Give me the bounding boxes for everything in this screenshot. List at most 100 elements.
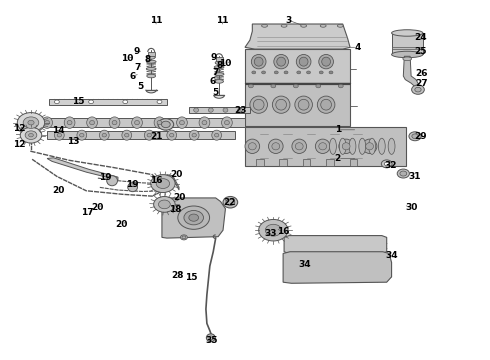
Ellipse shape [272, 143, 280, 150]
Ellipse shape [359, 138, 366, 154]
Ellipse shape [45, 121, 49, 125]
Text: 11: 11 [150, 16, 162, 25]
Ellipse shape [248, 84, 253, 88]
Text: 6: 6 [210, 77, 216, 86]
Ellipse shape [224, 121, 229, 125]
Ellipse shape [180, 235, 187, 240]
Ellipse shape [295, 143, 303, 150]
Ellipse shape [215, 80, 223, 83]
Ellipse shape [316, 139, 330, 153]
Ellipse shape [57, 134, 62, 137]
Ellipse shape [226, 199, 235, 206]
Text: 33: 33 [264, 229, 277, 238]
Ellipse shape [128, 183, 138, 192]
Ellipse shape [147, 74, 156, 78]
Ellipse shape [319, 71, 323, 74]
Text: 32: 32 [384, 161, 397, 170]
Ellipse shape [135, 121, 140, 125]
Ellipse shape [248, 143, 256, 150]
Ellipse shape [87, 117, 98, 129]
Ellipse shape [112, 121, 117, 125]
Ellipse shape [189, 214, 198, 221]
Ellipse shape [378, 138, 385, 154]
Ellipse shape [107, 176, 118, 186]
Ellipse shape [208, 108, 213, 112]
Ellipse shape [17, 113, 45, 133]
Polygon shape [47, 158, 118, 180]
Ellipse shape [147, 67, 156, 70]
Ellipse shape [318, 96, 335, 113]
Ellipse shape [54, 100, 59, 104]
Ellipse shape [274, 54, 289, 69]
Ellipse shape [321, 99, 331, 110]
Ellipse shape [28, 134, 33, 137]
Ellipse shape [145, 130, 154, 140]
Text: 13: 13 [67, 137, 79, 146]
Bar [349, 159, 357, 166]
Ellipse shape [294, 84, 298, 88]
Polygon shape [283, 252, 392, 283]
Ellipse shape [194, 108, 198, 112]
Text: 12: 12 [13, 123, 25, 132]
Text: 34: 34 [385, 251, 398, 260]
Text: 8: 8 [217, 61, 223, 70]
Ellipse shape [342, 143, 350, 150]
Text: 29: 29 [415, 132, 427, 141]
Ellipse shape [392, 51, 423, 58]
Ellipse shape [412, 134, 418, 139]
Ellipse shape [147, 55, 155, 59]
Text: 9: 9 [133, 47, 140, 56]
Ellipse shape [271, 84, 276, 88]
Ellipse shape [161, 121, 170, 128]
Bar [47, 131, 235, 139]
Ellipse shape [90, 121, 95, 125]
Text: 9: 9 [211, 53, 217, 62]
Ellipse shape [265, 224, 281, 236]
Ellipse shape [272, 96, 290, 113]
Text: 7: 7 [213, 68, 219, 77]
Ellipse shape [154, 117, 165, 129]
Ellipse shape [192, 134, 196, 137]
Ellipse shape [251, 54, 266, 69]
Bar [279, 159, 287, 166]
Text: 34: 34 [298, 260, 311, 269]
Ellipse shape [262, 71, 266, 74]
Ellipse shape [253, 99, 264, 110]
Text: 18: 18 [170, 205, 182, 214]
Polygon shape [245, 24, 350, 49]
Ellipse shape [212, 130, 221, 140]
Ellipse shape [262, 24, 268, 27]
Ellipse shape [199, 117, 210, 129]
Ellipse shape [132, 117, 143, 129]
Ellipse shape [281, 24, 287, 27]
Ellipse shape [89, 100, 94, 104]
Text: 31: 31 [409, 172, 421, 181]
Text: 5: 5 [213, 87, 219, 96]
Polygon shape [167, 175, 179, 190]
Text: 3: 3 [286, 16, 292, 25]
Ellipse shape [182, 236, 186, 239]
Text: 20: 20 [171, 170, 183, 179]
Ellipse shape [307, 71, 311, 74]
Ellipse shape [274, 71, 278, 74]
Text: 19: 19 [126, 180, 139, 189]
Text: 26: 26 [416, 69, 428, 78]
Ellipse shape [292, 139, 307, 153]
Ellipse shape [206, 334, 215, 342]
Ellipse shape [64, 117, 75, 129]
Ellipse shape [319, 143, 327, 150]
Ellipse shape [28, 120, 34, 125]
Ellipse shape [79, 134, 84, 137]
Ellipse shape [388, 138, 395, 154]
Ellipse shape [299, 57, 308, 66]
Text: 15: 15 [72, 97, 84, 106]
Text: 5: 5 [137, 82, 143, 91]
Bar [245, 127, 406, 166]
Text: 20: 20 [116, 220, 128, 229]
Ellipse shape [123, 100, 128, 104]
Ellipse shape [245, 139, 260, 153]
Ellipse shape [184, 211, 203, 225]
Ellipse shape [319, 54, 333, 69]
Text: 2: 2 [335, 154, 341, 163]
Ellipse shape [178, 206, 210, 229]
